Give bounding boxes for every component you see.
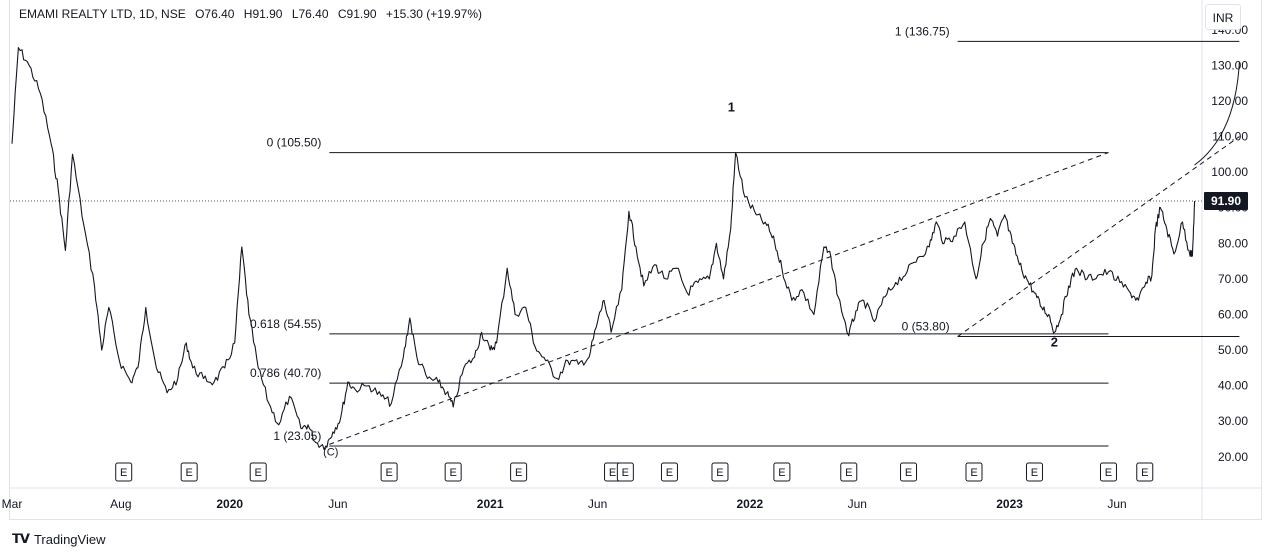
price-series-line <box>11 47 1196 451</box>
earnings-marker <box>900 462 918 482</box>
x-tick-label: Aug <box>110 497 131 511</box>
wave-label: 1 <box>728 100 735 115</box>
projection-arrow <box>1194 61 1240 166</box>
wave-label: (C) <box>323 446 338 458</box>
earnings-marker-label: E <box>905 467 912 479</box>
earnings-marker-label: E <box>1105 467 1112 479</box>
y-tick-label: 110.00 <box>1212 130 1248 144</box>
earnings-marker-label: E <box>622 467 629 479</box>
brand-label: TradingView <box>33 531 106 547</box>
change-value: +15.30 (+19.97%) <box>385 7 482 21</box>
earnings-marker <box>965 462 983 482</box>
x-tick-label: Mar <box>2 497 23 511</box>
last-price-badge-label: 91.90 <box>1211 194 1241 208</box>
y-tick-label: 70.00 <box>1218 272 1248 286</box>
earnings-marker-label: E <box>1031 467 1038 479</box>
earnings-marker-label: E <box>666 467 673 479</box>
y-tick-label: 40.00 <box>1218 379 1248 393</box>
x-tick-label: Jun <box>588 497 607 511</box>
earnings-marker <box>510 462 528 482</box>
y-tick-label: 30.00 <box>1218 414 1248 428</box>
earnings-marker-label: E <box>1141 467 1148 479</box>
earnings-marker <box>444 462 462 482</box>
earnings-marker <box>1136 462 1154 482</box>
earnings-marker <box>249 462 267 482</box>
earnings-marker-label: E <box>120 467 127 479</box>
earnings-marker-label: E <box>716 467 723 479</box>
symbol-title[interactable]: EMAMI REALTY LTD, 1D, NSE <box>19 7 186 21</box>
chart-frame <box>9 0 1262 520</box>
earnings-marker-label: E <box>609 467 616 479</box>
earnings-marker-label: E <box>778 467 785 479</box>
earnings-marker <box>840 462 858 482</box>
fib-level-label: 0.786 (40.70) <box>250 366 321 380</box>
fib-level-label: 0.618 (54.55) <box>250 317 321 331</box>
x-tick-label: 2021 <box>477 497 504 511</box>
earnings-marker <box>115 462 133 482</box>
y-tick-label: 80.00 <box>1218 236 1248 250</box>
x-tick-label: Jun <box>328 497 347 511</box>
earnings-marker <box>711 462 729 482</box>
low-value: L76.40 <box>291 7 329 21</box>
earnings-marker <box>660 462 678 482</box>
earnings-marker <box>1099 462 1117 482</box>
y-tick-label: 130.00 <box>1211 58 1248 72</box>
earnings-marker-label: E <box>186 467 193 479</box>
y-tick-label: 120.00 <box>1211 94 1248 108</box>
wave-label: 2 <box>1051 335 1058 350</box>
x-tick-label: Jun <box>848 497 867 511</box>
earnings-marker <box>616 462 634 482</box>
x-tick-label: 2022 <box>737 497 764 511</box>
y-tick-label: 60.00 <box>1218 307 1248 321</box>
earnings-marker-label: E <box>970 467 977 479</box>
y-tick-label: 20.00 <box>1218 450 1248 464</box>
dashed-trendline <box>329 152 1109 445</box>
earnings-marker-label: E <box>385 467 392 479</box>
last-price-badge <box>1204 191 1248 210</box>
fib-projection-label: 1 (136.75) <box>895 24 950 38</box>
earnings-marker-label: E <box>255 467 262 479</box>
earnings-marker <box>380 462 398 482</box>
close-value: C91.90 <box>337 7 377 21</box>
x-tick-label: 2023 <box>996 497 1023 511</box>
high-value: H91.90 <box>243 7 283 21</box>
dashed-trendline <box>957 136 1240 337</box>
x-tick-label: 2020 <box>216 497 243 511</box>
fib-projection-label: 0 (53.80) <box>902 320 950 334</box>
fib-level-label: 1 (23.05) <box>273 429 321 443</box>
y-tick-label: 100.00 <box>1211 165 1248 179</box>
earnings-marker-label: E <box>449 467 456 479</box>
earnings-marker <box>773 462 791 482</box>
x-tick-label: Jun <box>1107 497 1126 511</box>
earnings-marker-label: E <box>515 467 522 479</box>
tradingview-logo-icon: 𝗧𝗩 <box>12 531 30 546</box>
earnings-marker <box>1025 462 1043 482</box>
earnings-marker-label: E <box>845 467 852 479</box>
chart-header: EMAMI REALTY LTD, 1D, NSE O76.40 H91.90 … <box>19 7 488 21</box>
currency-button[interactable]: INR <box>1205 4 1241 30</box>
fib-level-label: 0 (105.50) <box>267 136 322 150</box>
open-value: O76.40 <box>195 7 235 21</box>
earnings-marker <box>180 462 198 482</box>
y-tick-label: 50.00 <box>1218 343 1248 357</box>
tradingview-brand[interactable]: 𝗧𝗩 TradingView <box>12 531 105 547</box>
